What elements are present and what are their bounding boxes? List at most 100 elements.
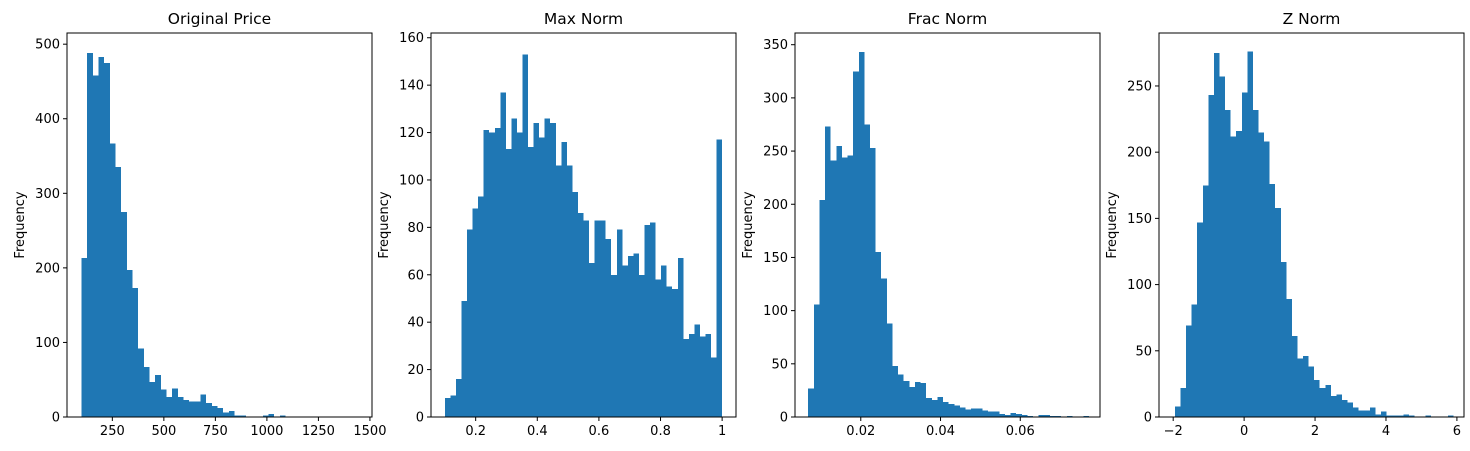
histogram-bar: [572, 191, 578, 417]
histogram-bar: [1392, 415, 1398, 417]
histogram-bar: [819, 200, 826, 417]
histogram-bar: [1038, 414, 1045, 417]
histogram-bar: [813, 304, 820, 417]
histogram-bar: [1066, 415, 1073, 417]
histogram-bar: [1258, 132, 1265, 417]
histogram-bar: [616, 229, 623, 417]
histogram-bar: [611, 274, 617, 417]
histogram-bar: [1369, 407, 1376, 417]
histogram-bar: [672, 289, 678, 417]
y-tick-label: 40: [407, 316, 424, 331]
histogram-bar: [954, 405, 960, 417]
histogram-bar: [1252, 109, 1259, 418]
histogram-bar: [1353, 407, 1359, 417]
histogram-bar: [943, 402, 949, 417]
axes-frame: [430, 32, 737, 418]
histogram-bar: [461, 300, 468, 417]
histogram-bar: [1236, 130, 1242, 418]
y-tick-label: 350: [763, 38, 788, 53]
y-tick-label: 50: [1135, 344, 1152, 359]
histogram-bar: [881, 278, 887, 417]
y-tick-label: 0: [1144, 411, 1152, 426]
histogram-bar: [533, 123, 540, 417]
panel-title: Z Norm: [1283, 10, 1341, 28]
histogram-bar: [450, 395, 456, 417]
x-tick-label: 0.6: [589, 424, 610, 439]
histogram-bar: [1325, 385, 1331, 417]
y-tick-label: 0: [52, 411, 60, 426]
histogram-bar: [489, 132, 495, 417]
histogram-bar: [223, 412, 229, 417]
histogram-bar: [1308, 366, 1315, 417]
x-tick-label: 0.8: [650, 424, 671, 439]
histogram-bar: [1330, 395, 1337, 417]
histogram-bar: [561, 142, 567, 418]
histogram-bar: [516, 132, 523, 417]
histogram-bar: [149, 381, 156, 417]
y-tick-label: 500: [35, 38, 60, 53]
histogram-bar: [858, 52, 865, 418]
histogram-bar: [1021, 414, 1028, 417]
histogram-bar: [1191, 304, 1198, 417]
x-tick-label: 750: [203, 424, 228, 439]
histogram-bar: [948, 404, 955, 417]
x-tick-label: 1: [718, 424, 726, 439]
histogram-bar: [539, 137, 545, 418]
y-tick-label: 100: [399, 173, 424, 188]
histogram-bar: [522, 54, 529, 417]
histogram-bar: [886, 323, 893, 417]
x-tick-label: 2: [1311, 424, 1319, 439]
panel-title: Max Norm: [544, 10, 623, 28]
histogram-bar: [121, 211, 127, 417]
histogram-bar: [544, 118, 551, 417]
histogram-bar: [211, 405, 218, 417]
histogram-bar: [988, 411, 994, 417]
histogram-bar: [688, 334, 695, 417]
histogram-bar: [1247, 51, 1253, 417]
histogram-bar: [1291, 336, 1298, 417]
histogram-bar: [1297, 358, 1304, 417]
histogram-bar: [594, 220, 601, 417]
x-tick-label: 0.02: [846, 424, 875, 439]
histogram-bar: [926, 397, 932, 417]
y-tick-label: 200: [1127, 146, 1152, 161]
y-tick-label: 80: [407, 221, 424, 236]
y-tick-label: 200: [763, 198, 788, 213]
y-tick-label: 100: [763, 304, 788, 319]
histogram-bar: [550, 123, 556, 417]
histogram-bar: [1286, 299, 1292, 417]
x-tick-label: 0.2: [465, 424, 486, 439]
histogram-bar: [1083, 415, 1090, 417]
histogram-bar: [528, 146, 534, 417]
histogram-bar: [959, 407, 966, 417]
histogram-bar: [999, 413, 1005, 417]
histogram-bar: [914, 381, 921, 417]
panel-2: 0.2 0.4 0.6 0.8 1 0 20 40 60 80 100 120 140 160 Freque…: [377, 10, 737, 439]
histogram-bar: [1219, 76, 1226, 417]
histogram-bar: [600, 220, 606, 417]
histogram-bar: [126, 270, 133, 417]
histogram-bar: [87, 53, 93, 417]
panel-4: −2 0 2 4 6 0 50 100 150 200 250 Frequency Z Norm: [1105, 10, 1465, 439]
histogram-bar: [505, 149, 512, 417]
y-tick-label: 50: [771, 357, 788, 372]
histogram-bar: [1380, 411, 1387, 417]
histogram-bar: [627, 255, 634, 417]
y-tick-label: 100: [35, 336, 60, 351]
y-tick-label: 400: [35, 112, 60, 127]
panel-3: 0.02 0.04 0.06 0 50 100 150 200 250 300 350 Frequen…: [741, 10, 1101, 439]
panel-title: Frac Norm: [908, 10, 987, 28]
y-tick-label: 0: [780, 411, 788, 426]
y-tick-label: 150: [763, 251, 788, 266]
histogram-bar: [853, 71, 859, 417]
histogram-bar: [971, 408, 977, 417]
histogram-bar: [898, 374, 904, 417]
y-axis-label: Frequency: [377, 191, 392, 258]
histogram-bar: [808, 388, 814, 417]
histogram-bar: [104, 62, 110, 417]
axes-frame: [1158, 32, 1465, 418]
histogram-bar: [1386, 415, 1393, 417]
histogram-bar: [892, 365, 899, 417]
histogram-bar: [864, 124, 870, 417]
